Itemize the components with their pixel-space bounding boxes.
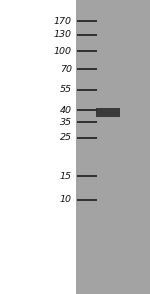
- Text: 55: 55: [60, 85, 72, 94]
- Text: 70: 70: [60, 65, 72, 74]
- Text: 25: 25: [60, 133, 72, 142]
- Text: 15: 15: [60, 172, 72, 181]
- Text: 10: 10: [60, 196, 72, 204]
- Text: 170: 170: [54, 17, 72, 26]
- Bar: [76, 0, 150, 294]
- Bar: [96, 108, 120, 117]
- Text: 40: 40: [60, 106, 72, 115]
- Bar: [0, 0, 76, 294]
- Text: 35: 35: [60, 118, 72, 126]
- Text: 100: 100: [54, 47, 72, 56]
- Text: 130: 130: [54, 30, 72, 39]
